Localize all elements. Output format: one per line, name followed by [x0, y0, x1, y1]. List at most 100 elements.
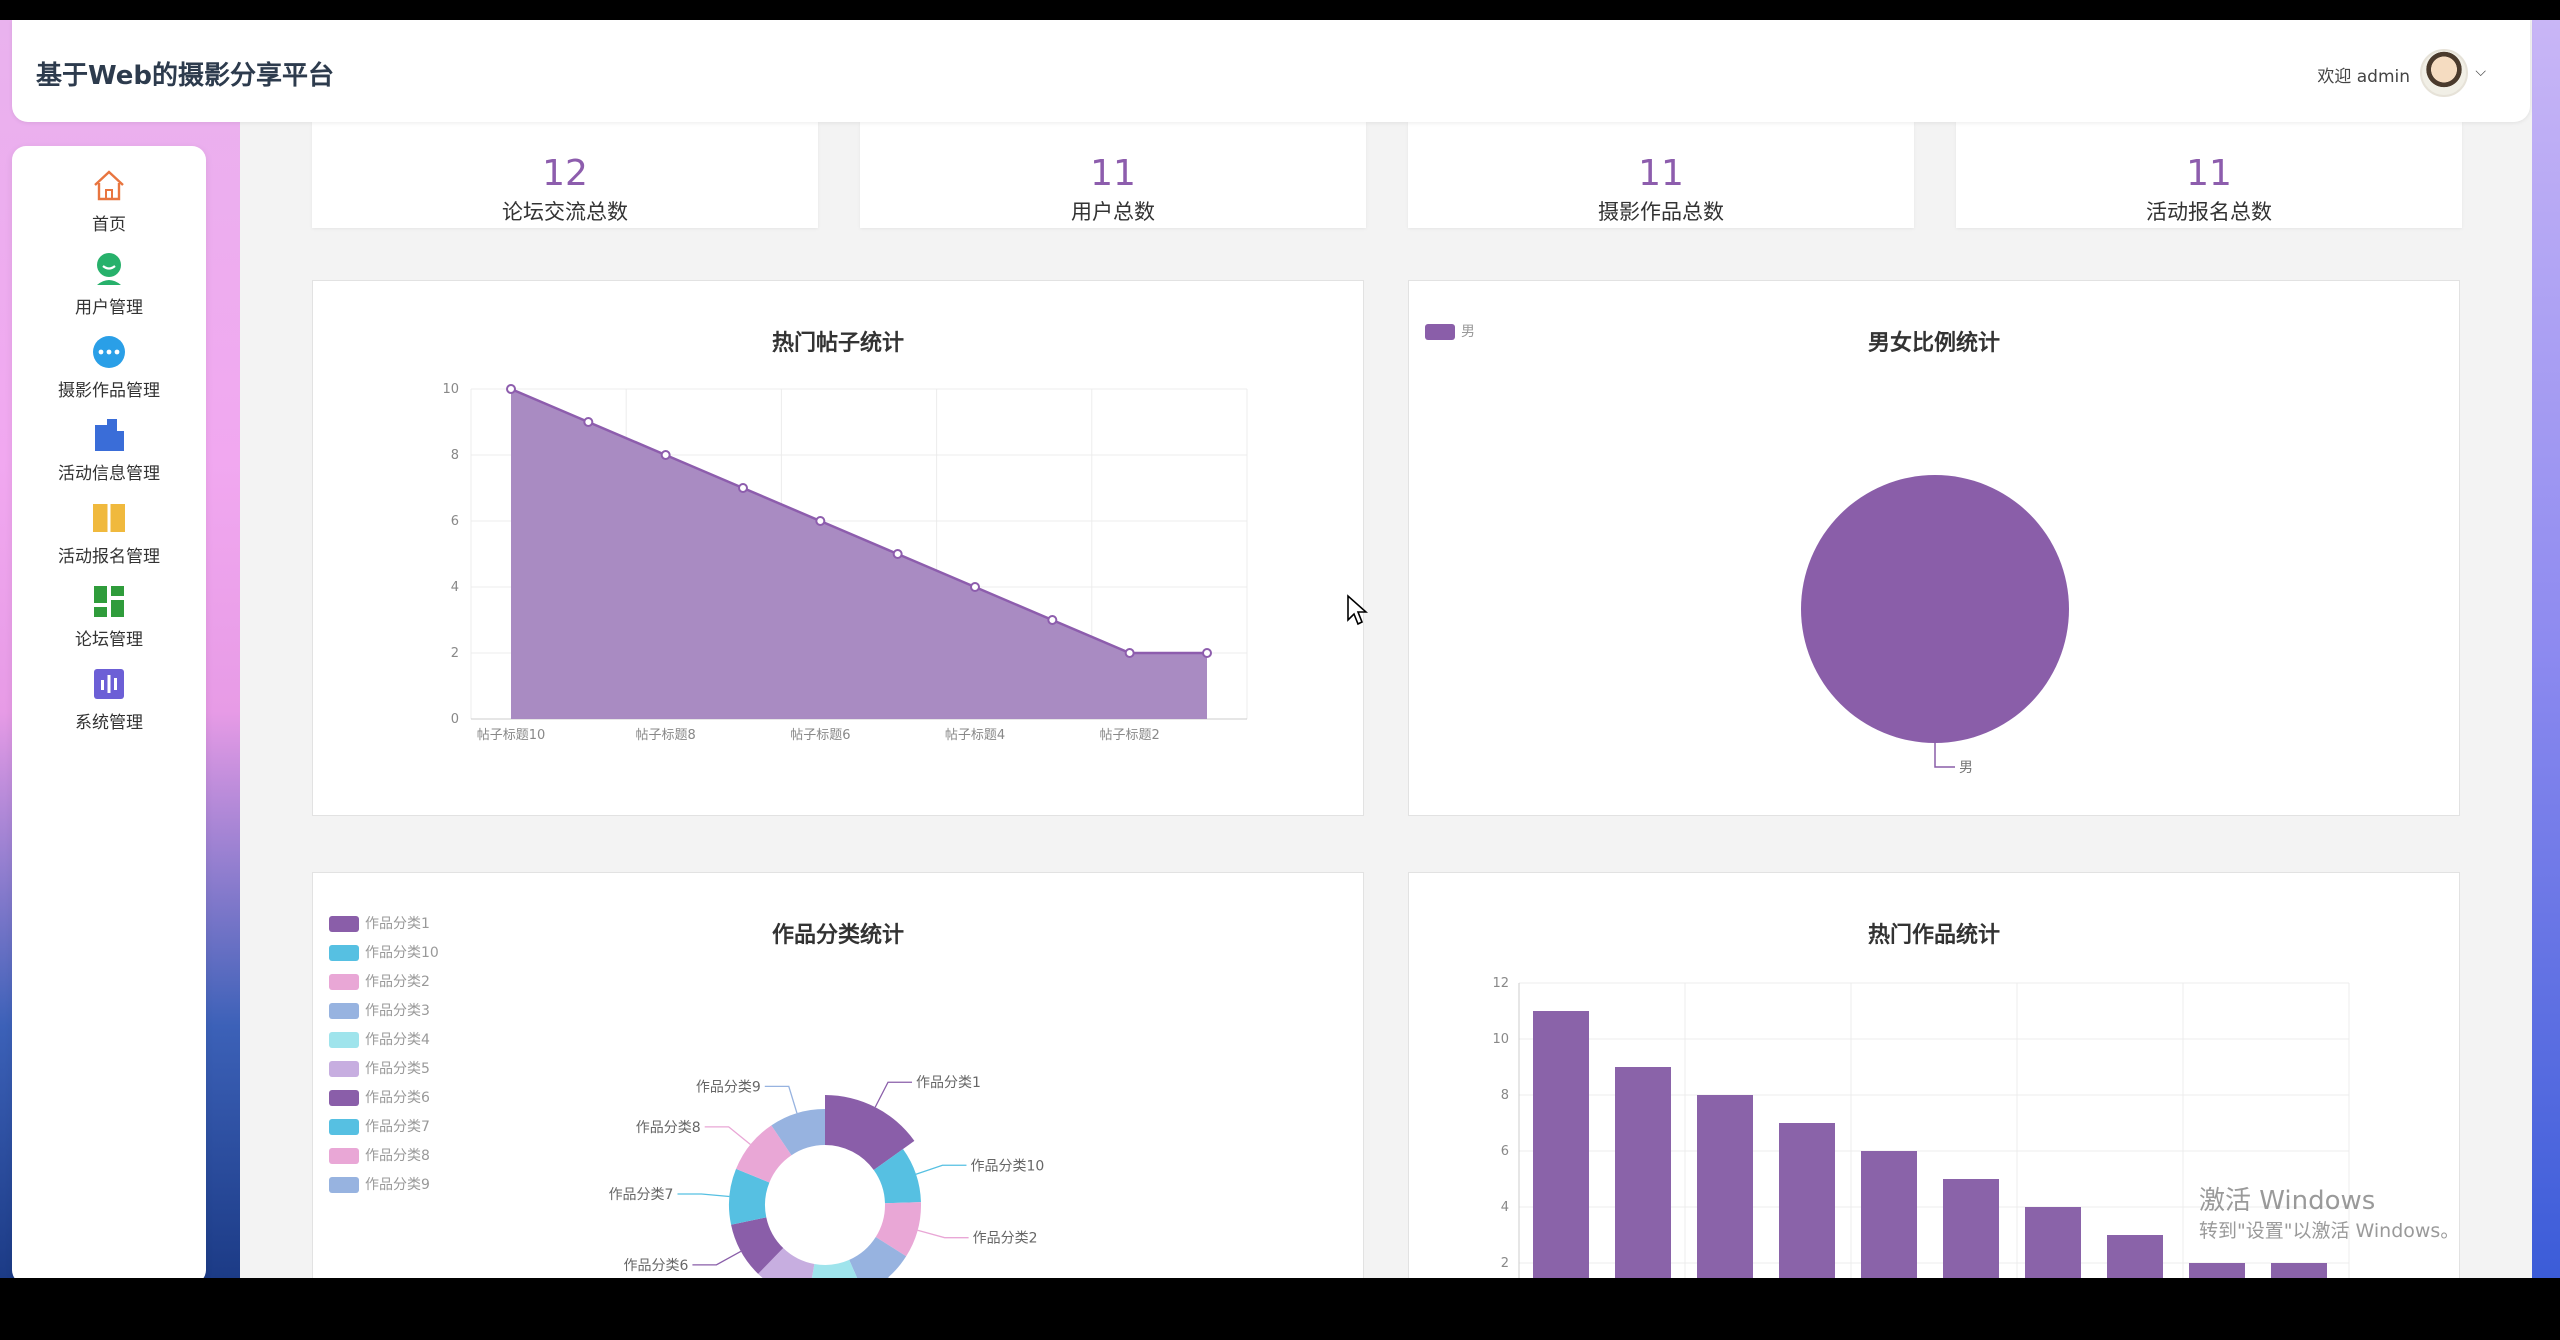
bar — [1697, 1095, 1753, 1278]
x-tick-label: 帖子标题2 — [1100, 728, 1160, 743]
stat-card-signups: 11 活动报名总数 — [1956, 122, 2462, 228]
donut-slice — [849, 1237, 907, 1278]
donut-slice — [873, 1149, 921, 1204]
more-dots-icon — [93, 336, 125, 368]
slice-label: 作品分类10 — [970, 1158, 1044, 1174]
data-point — [1124, 648, 1135, 658]
legend-item[interactable]: 作品分类2 — [329, 971, 430, 990]
chevron-down-icon[interactable]: ⌵ — [2475, 64, 2486, 80]
legend-swatch — [329, 1148, 359, 1164]
sidebar-item-users[interactable]: 用户管理 — [12, 249, 206, 331]
donut-slice — [729, 1168, 770, 1225]
legend-swatch — [329, 945, 359, 961]
y-tick-label: 8 — [1501, 1088, 1509, 1103]
sidebar-item-works[interactable]: 摄影作品管理 — [12, 332, 206, 414]
welcome-text: 欢迎 admin — [2317, 67, 2410, 87]
legend-item[interactable]: 作品分类6 — [329, 1087, 430, 1106]
data-point — [970, 582, 980, 592]
bar — [1533, 1011, 1589, 1278]
dashboard-main: 12 论坛交流总数 11 用户总数 11 摄影作品总数 11 活动报名总数 — [240, 20, 2532, 1278]
legend-item[interactable]: 作品分类10 — [329, 942, 439, 961]
legend-item[interactable]: 作品分类8 — [329, 1145, 430, 1164]
legend-swatch — [329, 1061, 359, 1077]
legend-swatch — [329, 1177, 359, 1193]
hot-posts-chart: 0 2 4 6 8 10 帖子标题10 帖子标题8 帖子标题6 帖子标题4 帖子标题2 — [442, 382, 1248, 743]
x-tick-label: 帖子标题4 — [945, 728, 1005, 743]
legend-item[interactable]: 作品分类3 — [329, 1000, 430, 1019]
legend-swatch — [329, 1090, 359, 1106]
gender-pie-chart: 男 — [1801, 475, 2069, 776]
x-tick-label: 帖子标题6 — [790, 728, 850, 743]
gender-panel: 男女比例统计 男 男 — [1408, 280, 2460, 816]
stat-value: 11 — [1090, 153, 1136, 194]
y-tick-label: 6 — [451, 514, 459, 529]
y-tick-label: 10 — [442, 382, 459, 397]
sidebar-item-home[interactable]: 首页 — [12, 166, 206, 248]
mouse-cursor-icon — [1347, 594, 1368, 626]
slice-label: 作品分类2 — [973, 1231, 1038, 1247]
data-point — [506, 384, 516, 394]
user-icon — [97, 253, 121, 285]
data-point — [1047, 615, 1058, 625]
stat-card-works: 11 摄影作品总数 — [1408, 122, 1914, 228]
slice-label: 作品分类1 — [916, 1075, 981, 1091]
sidebar-item-label: 系统管理 — [75, 713, 143, 733]
sidebar-item-activities[interactable]: 活动信息管理 — [12, 415, 206, 497]
legend-item[interactable]: 男 — [1425, 321, 1475, 340]
home-icon — [94, 170, 124, 201]
donut-slice — [736, 1125, 792, 1183]
y-tick-label: 2 — [451, 646, 459, 661]
slice-label-line — [874, 1081, 913, 1108]
slice-label: 作品分类7 — [609, 1187, 674, 1203]
slice-label-line — [915, 1164, 967, 1175]
legend-label: 作品分类9 — [365, 1177, 430, 1193]
chart-title: 热门帖子统计 — [771, 331, 904, 356]
donut-slice — [731, 1217, 784, 1274]
legend-item[interactable]: 作品分类1 — [329, 913, 430, 932]
sidebar-item-label: 首页 — [92, 215, 126, 235]
bar — [2025, 1207, 2081, 1278]
x-tick-label: 帖子标题10 — [477, 728, 546, 743]
slice-label-line — [677, 1193, 730, 1198]
y-tick-label: 2 — [1501, 1256, 1509, 1271]
legend-item[interactable]: 作品分类5 — [329, 1058, 430, 1077]
legend-label: 作品分类1 — [365, 916, 430, 932]
legend-swatch — [329, 1119, 359, 1135]
y-tick-label: 10 — [1492, 1032, 1509, 1047]
bar — [1779, 1123, 1835, 1278]
data-point — [583, 417, 594, 427]
windows-activation-title: 激活 Windows — [2199, 1186, 2376, 1216]
series-line — [510, 387, 1207, 655]
pie-slice — [1801, 475, 2069, 743]
legend-label: 作品分类7 — [365, 1119, 430, 1135]
sidebar-item-forum[interactable]: 论坛管理 — [12, 581, 206, 663]
stat-card-users: 11 用户总数 — [860, 122, 1366, 228]
slice-label-line — [704, 1126, 751, 1146]
app-title: 基于Web的摄影分享平台 — [36, 61, 334, 91]
legend-item[interactable]: 作品分类4 — [329, 1029, 430, 1048]
donut-slice — [825, 1095, 915, 1171]
legend-swatch — [329, 1032, 359, 1048]
hot-works-panel: 热门作品统计 2 4 6 8 10 12 — [1408, 872, 2460, 1278]
data-point — [660, 450, 671, 460]
legend-label: 作品分类3 — [365, 1003, 430, 1019]
slice-label-line — [1934, 743, 1955, 768]
dashboard-icon — [94, 586, 124, 617]
legend-item[interactable]: 作品分类9 — [329, 1174, 430, 1193]
donut-slice — [758, 1248, 815, 1278]
sidebar-item-signups[interactable]: 活动报名管理 — [12, 498, 206, 580]
slice-label-line — [764, 1085, 798, 1114]
legend-label: 作品分类6 — [365, 1090, 430, 1106]
stat-label: 论坛交流总数 — [502, 200, 628, 224]
data-point — [738, 483, 748, 493]
stat-label: 活动报名总数 — [2146, 200, 2272, 224]
legend-item[interactable]: 作品分类7 — [329, 1116, 430, 1135]
legend-swatch — [1425, 324, 1455, 340]
avatar[interactable] — [2420, 49, 2468, 97]
bar — [2271, 1263, 2327, 1278]
category-donut-chart: 作品分类9作品分类1作品分类8作品分类10作品分类7作品分类2作品分类6作品分类… — [609, 1075, 1044, 1278]
stat-value: 12 — [542, 153, 588, 194]
sidebar-item-system[interactable]: 系统管理 — [12, 664, 206, 746]
legend-label: 作品分类2 — [365, 974, 430, 990]
